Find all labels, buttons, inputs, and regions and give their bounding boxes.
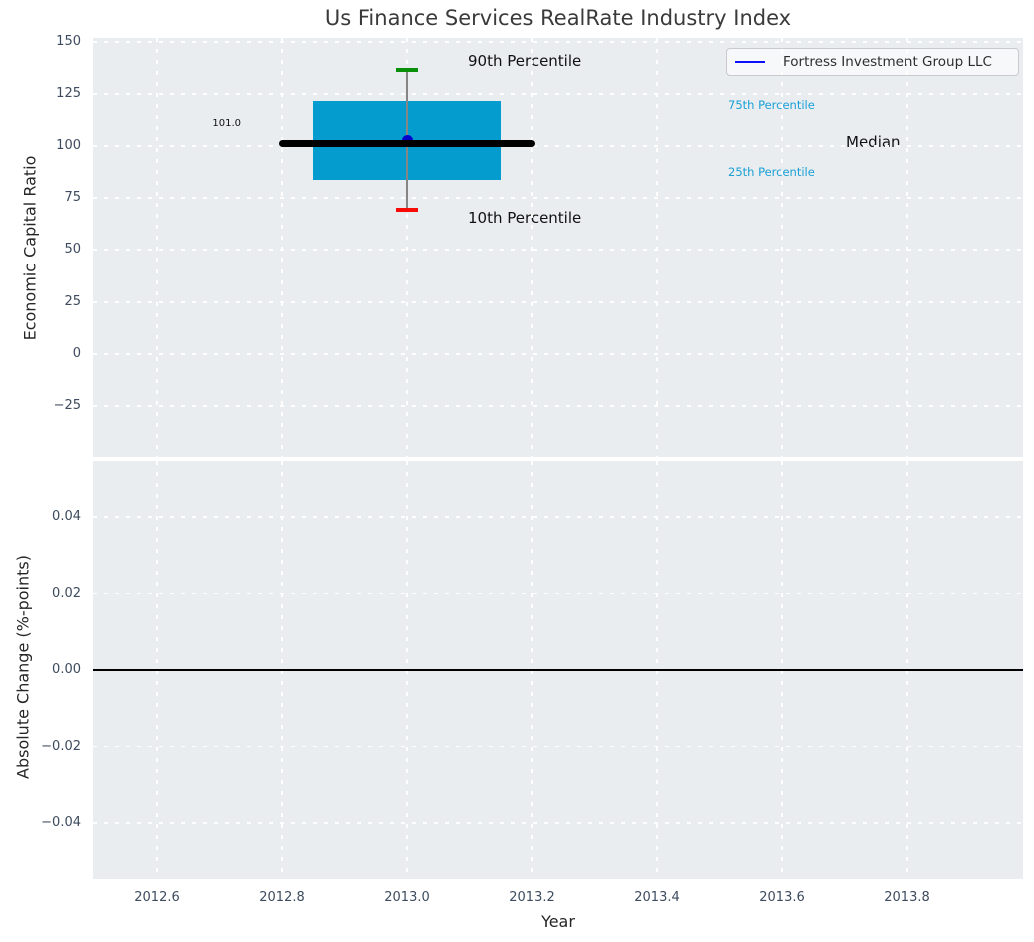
- annotation-median: Median: [846, 133, 901, 151]
- bottom-plot-area: [93, 461, 1023, 879]
- gridline-horizontal: [93, 301, 1023, 303]
- zero-line: [93, 669, 1023, 671]
- gridline-vertical: [781, 38, 783, 457]
- legend: Fortress Investment Group LLC: [726, 48, 1019, 76]
- gridline-horizontal: [93, 353, 1023, 355]
- gridline-horizontal: [93, 516, 1023, 518]
- x-tick-label: 2013.8: [884, 890, 930, 905]
- gridline-horizontal: [93, 822, 1023, 824]
- legend-line-sample: [735, 60, 765, 64]
- gridline-horizontal: [93, 93, 1023, 95]
- y-tick-label: 75: [64, 190, 81, 205]
- annotation-75th-percentile: 75th Percentile: [728, 98, 815, 112]
- y-tick-label: 0.02: [52, 585, 81, 601]
- gridline-vertical: [406, 38, 408, 457]
- gridline-horizontal: [93, 405, 1023, 407]
- y-tick-label: −25: [53, 398, 81, 413]
- y-tick-label: −0.04: [41, 815, 81, 830]
- gridline-horizontal: [93, 197, 1023, 199]
- gridline-horizontal: [93, 745, 1023, 748]
- gridline-horizontal: [93, 592, 1023, 595]
- x-tick-label: 2013.6: [759, 890, 805, 905]
- gridline-vertical: [156, 38, 158, 457]
- x-tick-label: 2013.2: [509, 890, 555, 905]
- x-axis-label: Year: [541, 912, 575, 931]
- y-tick-label: 100: [56, 138, 81, 153]
- gridline-vertical: [281, 38, 283, 457]
- top-plot-area: 90th Percentile 10th Percentile 75th Per…: [93, 38, 1023, 457]
- gridline-vertical: [906, 38, 908, 457]
- x-tick-label: 2013.0: [384, 890, 430, 905]
- annotation-10th-percentile: 10th Percentile: [468, 209, 582, 227]
- y-tick-label: 0.04: [52, 509, 81, 524]
- y-tick-label: 0.00: [52, 662, 81, 677]
- gridline-vertical: [531, 38, 533, 457]
- chart-title: Us Finance Services RealRate Industry In…: [324, 6, 792, 30]
- gridline-vertical: [656, 38, 658, 457]
- annotation-90th-percentile: 90th Percentile: [468, 52, 582, 70]
- y-tick-label: −0.02: [41, 738, 81, 754]
- whisker-cap-10th: [396, 208, 418, 213]
- y-tick-label: 150: [56, 34, 81, 49]
- legend-label: Fortress Investment Group LLC: [783, 54, 992, 70]
- gridline-horizontal: [93, 145, 1023, 147]
- gridline-horizontal: [93, 249, 1023, 251]
- y-tick-label: 25: [64, 294, 81, 309]
- y-tick-label: 50: [64, 242, 81, 257]
- y-tick-label: 125: [56, 86, 81, 101]
- y-tick-label: 0: [72, 346, 81, 361]
- gridline-horizontal: [93, 41, 1023, 43]
- annotation-25th-percentile: 25th Percentile: [728, 165, 815, 179]
- x-tick-label: 2012.6: [134, 890, 180, 905]
- x-tick-label: 2013.4: [634, 890, 680, 905]
- x-tick-label: 2012.8: [259, 890, 305, 905]
- annotation-median-value: 101.0: [212, 118, 241, 129]
- whisker-cap-90th: [396, 68, 418, 73]
- median-line: [278, 140, 536, 148]
